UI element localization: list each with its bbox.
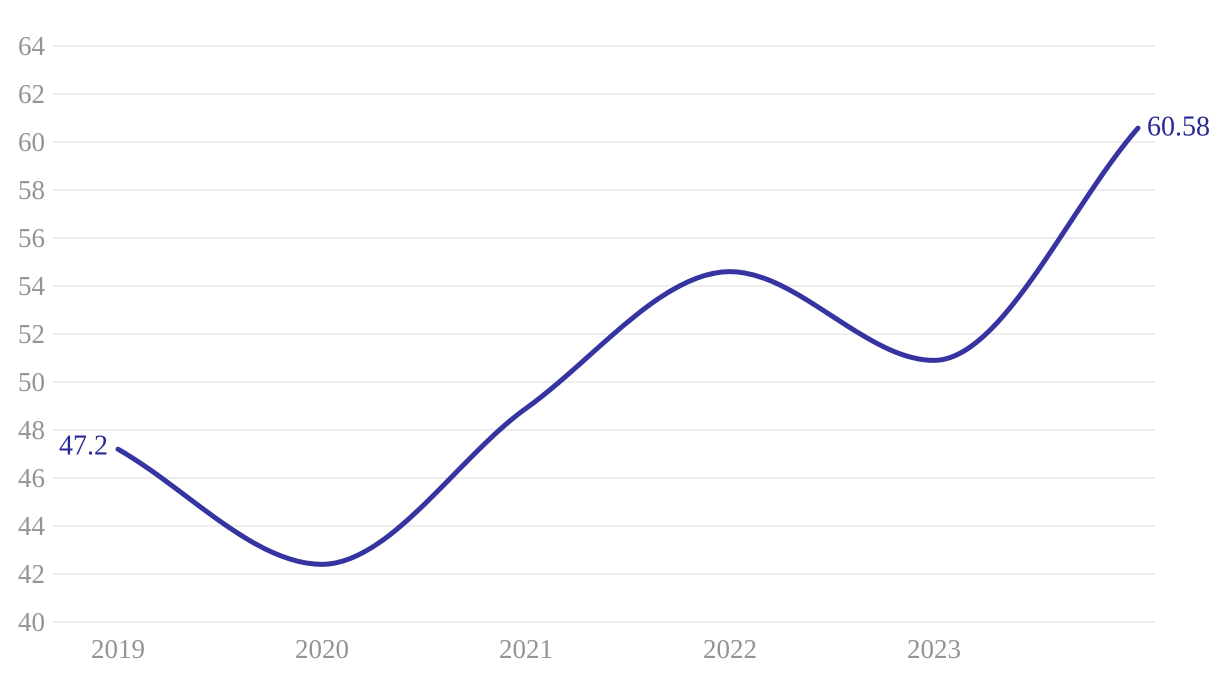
y-tick-label: 44 [18, 511, 46, 541]
y-tick-label: 52 [18, 319, 45, 349]
y-tick-label: 46 [18, 463, 45, 493]
x-tick-label: 2019 [91, 634, 145, 664]
y-tick-label: 64 [18, 31, 46, 61]
y-tick-label: 58 [18, 175, 45, 205]
x-tick-label: 2020 [295, 634, 349, 664]
y-tick-label: 60 [18, 127, 45, 157]
y-tick-label: 48 [18, 415, 45, 445]
x-tick-label: 2021 [499, 634, 553, 664]
y-tick-label: 40 [18, 607, 45, 637]
y-tick-label: 62 [18, 79, 45, 109]
series-line [115, 125, 1141, 567]
x-tick-label: 2023 [907, 634, 961, 664]
y-tick-label: 42 [18, 559, 45, 589]
y-tick-label: 50 [18, 367, 45, 397]
first-value-label: 47.2 [59, 431, 108, 462]
y-tick-label: 54 [18, 271, 46, 301]
last-value-label: 60.58 [1147, 112, 1210, 143]
x-tick-label: 2022 [703, 634, 757, 664]
y-tick-label: 56 [18, 223, 45, 253]
